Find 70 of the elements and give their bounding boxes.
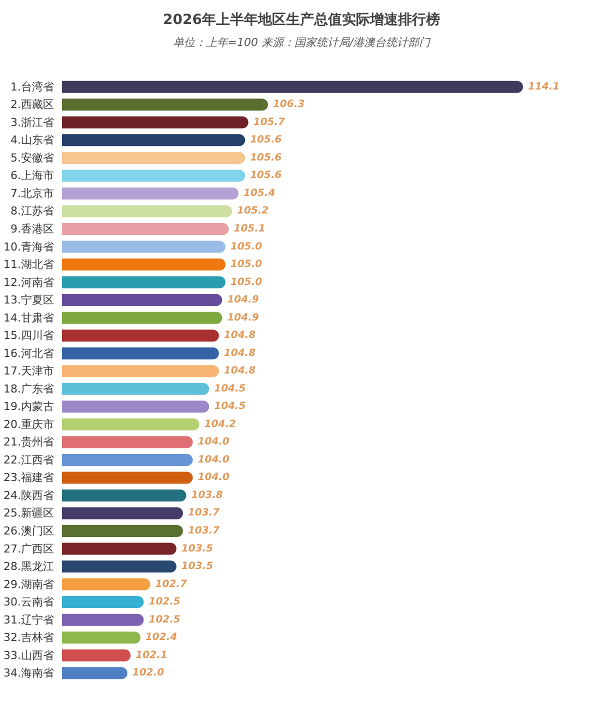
y-tick-label: 33.山西省 (4, 648, 54, 662)
data-label: 105.0 (230, 241, 262, 252)
y-tick-label: 9.香港区 (10, 222, 54, 236)
data-label: 114.1 (528, 81, 560, 92)
data-label: 103.8 (191, 490, 223, 501)
chart-subtitle: 单位：上年=100 来源：国家统计局/港澳台统计部门 (172, 36, 432, 49)
y-tick-label: 34.海南省 (4, 666, 54, 680)
y-tick-label: 11.湖北省 (4, 258, 54, 272)
data-label: 106.3 (272, 99, 305, 110)
data-label: 105.2 (237, 206, 269, 217)
data-label: 104.0 (198, 454, 230, 466)
y-tick-label: 21.贵州省 (4, 436, 54, 449)
data-label: 103.7 (188, 508, 220, 519)
y-tick-label: 5.安徽省 (10, 151, 54, 164)
y-tick-label: 28.黑龙江 (4, 560, 54, 574)
y-tick-label: 31.辽宁省 (4, 613, 54, 626)
y-tick-label: 15.四川省 (4, 329, 54, 342)
y-tick-label: 6.上海市 (10, 169, 54, 182)
data-label: 103.5 (181, 543, 214, 554)
data-label: 102.1 (136, 650, 168, 661)
y-tick-label: 27.广西区 (4, 542, 54, 556)
y-tick-label: 10.青海省 (4, 240, 54, 254)
data-label: 104.0 (198, 472, 230, 484)
data-label: 105.0 (230, 259, 262, 270)
y-tick-label: 1.台湾省 (10, 80, 54, 94)
y-tick-label: 8.江苏省 (10, 204, 54, 218)
data-label: 102.5 (148, 596, 180, 608)
data-label: 104.9 (227, 294, 259, 306)
data-label: 104.8 (224, 330, 256, 342)
chart-title: 2026年上半年地区生产总值实际增速排行榜 (163, 11, 440, 28)
y-tick-label: 30.云南省 (4, 596, 54, 609)
y-tick-label: 18.广东省 (4, 382, 54, 396)
y-tick-label: 12.河南省 (4, 276, 54, 289)
data-label: 105.0 (230, 276, 262, 288)
y-tick-label: 3.浙江省 (10, 116, 54, 129)
y-tick-label: 2.西藏区 (10, 98, 54, 112)
y-tick-label: 25.新疆区 (4, 506, 54, 520)
y-tick-label: 13.宁夏区 (4, 294, 54, 307)
data-label: 102.0 (132, 668, 164, 679)
data-label: 105.7 (253, 116, 286, 128)
data-label: 104.8 (224, 366, 256, 377)
data-label: 104.0 (198, 436, 230, 448)
y-tick-label: 24.陕西省 (4, 488, 54, 502)
y-tick-label: 26.澳门区 (4, 524, 54, 538)
data-label: 102.7 (155, 578, 187, 590)
data-label: 105.6 (250, 170, 282, 182)
y-tick-label: 14.甘肃省 (4, 311, 54, 324)
data-label: 105.6 (250, 152, 282, 164)
data-label: 104.5 (214, 401, 246, 412)
data-label: 104.8 (224, 348, 256, 359)
y-tick-label: 19.内蒙古 (4, 400, 54, 414)
data-label: 102.4 (145, 632, 178, 644)
data-label: 105.4 (244, 188, 276, 199)
data-label: 102.5 (148, 614, 180, 626)
data-label: 103.7 (188, 526, 220, 536)
y-tick-label: 32.吉林省 (4, 631, 54, 644)
y-tick-label: 20.重庆市 (4, 418, 54, 431)
data-label: 105.1 (234, 224, 266, 234)
y-tick-label: 23.福建省 (4, 471, 54, 484)
data-label: 105.6 (250, 134, 282, 146)
data-label: 103.5 (181, 561, 214, 572)
y-tick-label: 4.山东省 (10, 134, 54, 147)
data-label: 104.2 (204, 418, 236, 430)
y-tick-label: 16.河北省 (4, 346, 54, 360)
y-tick-label: 7.北京市 (10, 186, 54, 200)
y-tick-label: 29.湖南省 (4, 578, 54, 591)
data-label: 104.9 (227, 312, 259, 324)
data-label: 104.5 (214, 383, 246, 394)
y-tick-label: 22.江西省 (4, 453, 54, 466)
y-tick-label: 17.天津市 (4, 364, 54, 378)
